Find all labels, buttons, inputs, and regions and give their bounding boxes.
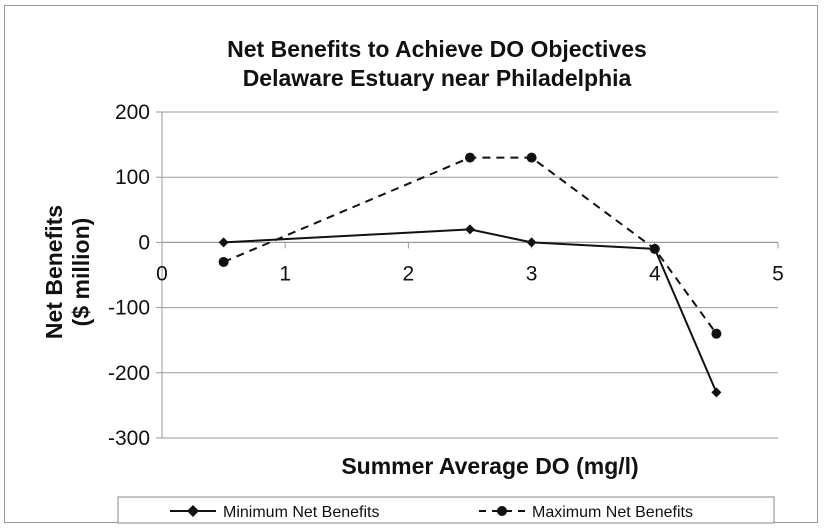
series-point-max (711, 328, 722, 339)
tick-labels: -300 -200 -100 0 100 200 0 1 2 3 4 5 (108, 101, 784, 450)
y-tick-label: -300 (108, 427, 150, 450)
legend-label-min: Minimum Net Benefits (223, 504, 380, 521)
y-tick-label: 200 (115, 101, 150, 124)
series-point-min (526, 237, 537, 248)
y-tick-label: 100 (115, 166, 150, 189)
y-axis-title: Net Benefits ($ million) (41, 205, 94, 339)
series-point-min (711, 387, 722, 398)
x-axis-title: Summer Average DO (mg/l) (341, 453, 638, 479)
x-tick-label: 1 (279, 262, 291, 285)
legend: Minimum Net Benefits Maximum Net Benefit… (117, 496, 775, 524)
legend-max-marker (497, 506, 507, 516)
x-tick-label: 0 (156, 262, 168, 285)
legend-label-max: Maximum Net Benefits (532, 504, 693, 521)
series-point-max (465, 152, 475, 163)
x-tick-label: 2 (403, 262, 415, 285)
x-tick-label: 4 (649, 262, 661, 285)
x-tick-label: 5 (772, 262, 784, 285)
y-tick-label: -100 (108, 297, 150, 320)
series-point-max (649, 243, 660, 254)
series-point-min (218, 237, 229, 248)
series-point-max (526, 152, 537, 163)
series-line-min (223, 228, 718, 393)
legend-min-marker (187, 505, 199, 517)
chart-title-line-2: Delaware Estuary near Philadelphia (243, 65, 632, 91)
series-point-max (218, 256, 229, 267)
y-axis-title-line-1: Net Benefits (41, 205, 67, 339)
y-axis-title-line-2: ($ million) (68, 218, 94, 327)
plot-area (218, 152, 722, 398)
y-tick-label: 0 (138, 231, 150, 254)
series-point-min (465, 224, 475, 235)
gridlines (162, 111, 778, 439)
x-tick-label: 3 (526, 262, 538, 285)
axes (156, 111, 779, 439)
chart-frame (4, 5, 818, 523)
legend-box (117, 496, 775, 524)
y-tick-label: -200 (108, 362, 150, 385)
chart-title-line-1: Net Benefits to Achieve DO Objectives (227, 36, 647, 62)
